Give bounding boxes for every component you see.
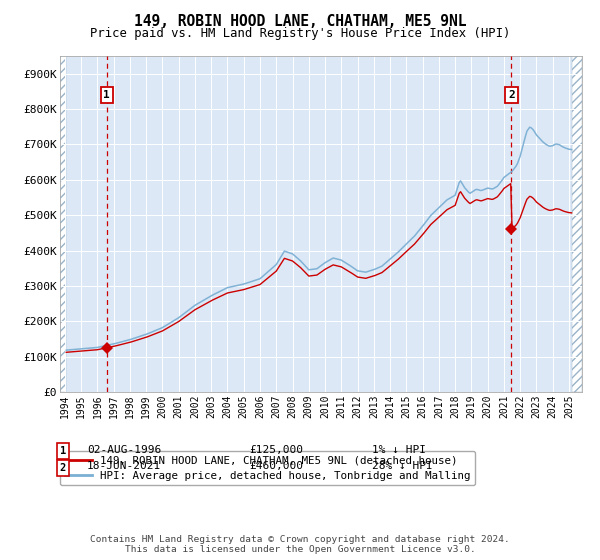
Text: Price paid vs. HM Land Registry's House Price Index (HPI): Price paid vs. HM Land Registry's House …: [90, 27, 510, 40]
Legend: 149, ROBIN HOOD LANE, CHATHAM, ME5 9NL (detached house), HPI: Average price, det: 149, ROBIN HOOD LANE, CHATHAM, ME5 9NL (…: [60, 451, 475, 486]
Text: 1: 1: [103, 90, 110, 100]
Text: 1% ↓ HPI: 1% ↓ HPI: [372, 445, 426, 455]
Text: £125,000: £125,000: [249, 445, 303, 455]
Text: 2: 2: [60, 463, 66, 473]
Text: 18-JUN-2021: 18-JUN-2021: [87, 461, 161, 472]
Text: 2: 2: [508, 90, 515, 100]
Text: 02-AUG-1996: 02-AUG-1996: [87, 445, 161, 455]
Bar: [572, 56, 582, 392]
Bar: [60, 56, 66, 392]
Text: 28% ↓ HPI: 28% ↓ HPI: [372, 461, 433, 472]
Text: 1: 1: [60, 446, 66, 456]
Text: Contains HM Land Registry data © Crown copyright and database right 2024.
This d: Contains HM Land Registry data © Crown c…: [90, 535, 510, 554]
Text: 149, ROBIN HOOD LANE, CHATHAM, ME5 9NL: 149, ROBIN HOOD LANE, CHATHAM, ME5 9NL: [134, 14, 466, 29]
Text: £460,000: £460,000: [249, 461, 303, 472]
